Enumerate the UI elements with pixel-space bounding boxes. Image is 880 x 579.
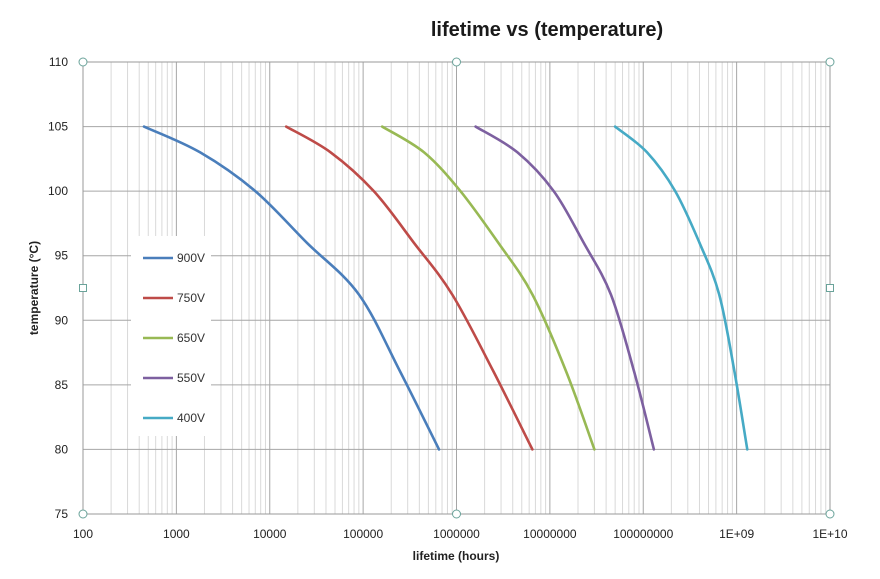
y-axis-label: temperature (°C) [27,241,41,335]
resize-handle[interactable] [825,509,835,519]
legend-label: 900V [177,251,205,265]
legend-label: 550V [177,371,205,385]
x-tick-label: 100000000 [613,527,673,541]
resize-handle[interactable] [79,284,87,292]
y-tick-label: 110 [49,55,68,69]
x-axis-ticks: 100 1000 10000 100000 1000000 10000000 1000000… [73,527,848,541]
x-axis-label: lifetime (hours) [413,549,500,563]
legend: 900V 750V 650V 550V 400V [131,236,211,436]
resize-handle[interactable] [78,509,88,519]
series-lines [142,125,749,451]
y-tick-label: 85 [55,378,69,392]
x-tick-label: 1000 [163,527,190,541]
y-axis-ticks: 75 80 85 90 95 100 105 110 [48,55,68,521]
resize-handle[interactable] [826,284,834,292]
x-tick-label: 100 [73,527,93,541]
resize-handle[interactable] [825,57,835,67]
series-line-650V [380,125,596,451]
series-line-900V [142,125,441,451]
x-tick-label: 1000000 [433,527,480,541]
series-line-550V [474,125,656,451]
selection-handles[interactable] [78,57,835,519]
legend-label: 750V [177,291,205,305]
y-tick-label: 105 [48,120,68,134]
series-line-750V [284,125,534,451]
legend-label: 650V [177,331,205,345]
resize-handle[interactable] [78,57,88,67]
legend-label: 400V [177,411,205,425]
x-tick-label: 1E+10 [812,527,847,541]
chart-title: lifetime vs (temperature) [431,19,663,41]
x-tick-label: 1E+09 [719,527,754,541]
legend-box [131,236,211,436]
x-tick-label: 10000000 [523,527,577,541]
x-tick-label: 10000 [253,527,287,541]
resize-handle[interactable] [452,509,461,519]
y-tick-label: 100 [48,184,68,198]
y-tick-label: 80 [55,442,69,456]
x-tick-label: 100000 [343,527,383,541]
resize-handle[interactable] [452,57,461,67]
y-tick-label: 75 [55,507,69,521]
series-line-400V [613,125,749,451]
grid [82,61,831,515]
y-tick-label: 95 [55,249,69,263]
y-tick-label: 90 [55,313,69,327]
